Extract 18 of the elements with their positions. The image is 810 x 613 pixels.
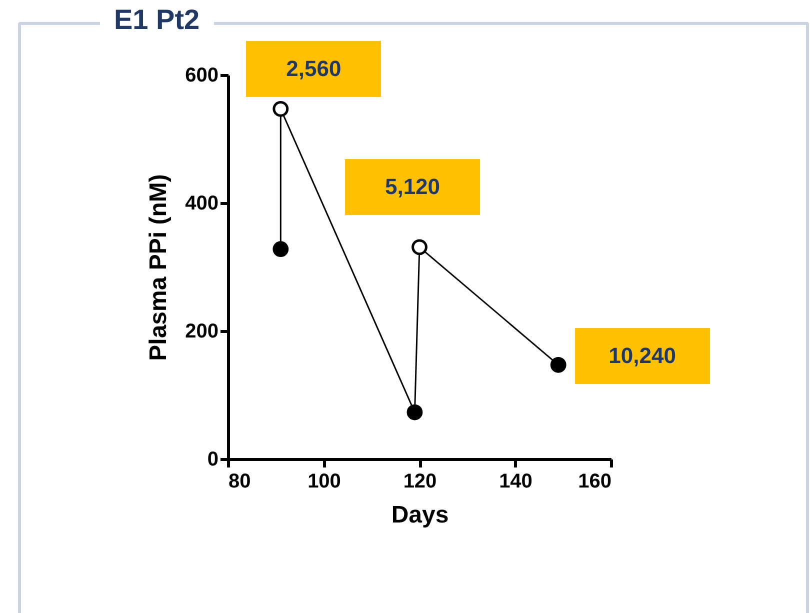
y-tick-label: 0 (207, 448, 218, 470)
y-tick-label: 400 (185, 192, 218, 214)
x-tick-label: 160 (578, 470, 612, 492)
label-box: 10,240 (574, 328, 710, 384)
y-tick-label: 200 (185, 320, 218, 342)
annotation: 5,120 (384, 174, 440, 200)
label-box: 5,120 (345, 159, 480, 216)
x-tick-label: 100 (308, 470, 341, 492)
x-tick-label: 140 (499, 470, 532, 492)
annotation: 2,560 (286, 56, 342, 81)
y-tick-label: 600 (185, 64, 218, 86)
chart-title: E1 Pt2 (100, 4, 214, 36)
x-tick-label: 80 (228, 470, 251, 492)
x-axis-title: Days (391, 502, 449, 528)
label-box: 2,560 (246, 40, 382, 97)
y-axis-title: Plasma PPi (nM) (145, 174, 172, 361)
x-tick-label: 120 (403, 470, 437, 492)
annotation: 10,240 (608, 342, 676, 368)
